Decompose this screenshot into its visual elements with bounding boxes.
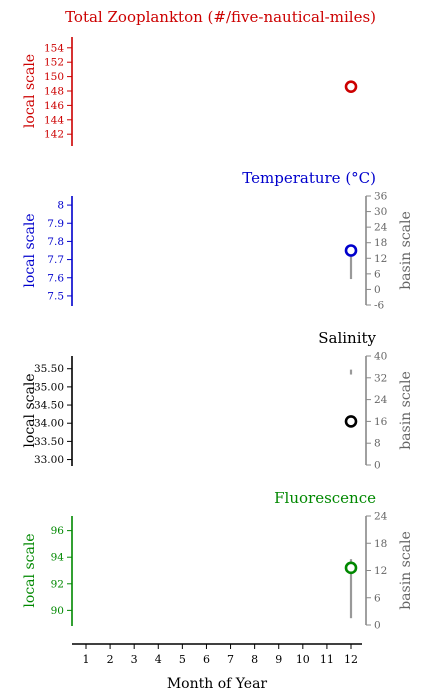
right-tick-label: 40 xyxy=(374,351,387,363)
panel-title: Temperature (°C) xyxy=(242,169,376,187)
right-tick-label: 30 xyxy=(374,206,387,218)
data-point xyxy=(344,244,358,257)
left-tick-label: 92 xyxy=(51,578,64,590)
left-tick-label: 34.50 xyxy=(34,400,64,412)
panel-title: Total Zooplankton (#/five-nautical-miles… xyxy=(65,8,376,26)
left-tick-label: 35.00 xyxy=(34,381,64,393)
right-axis-label: basin scale xyxy=(398,211,414,290)
x-tick-label: 3 xyxy=(131,653,138,666)
x-tick-label: 4 xyxy=(155,653,162,666)
right-tick-label: 6 xyxy=(374,268,381,280)
right-axis-label: basin scale xyxy=(398,531,414,610)
right-tick-label: -6 xyxy=(374,300,385,312)
left-axis-label: local scale xyxy=(22,213,38,287)
left-tick-label: 7.8 xyxy=(47,236,64,248)
right-tick-label: 24 xyxy=(374,394,388,406)
left-axis-label: local scale xyxy=(22,533,38,607)
right-tick-label: 32 xyxy=(374,372,387,384)
left-tick-label: 146 xyxy=(44,100,64,112)
right-axis-label: basin scale xyxy=(398,371,414,450)
left-tick-label: 94 xyxy=(51,552,65,564)
left-axis-label: local scale xyxy=(22,373,38,447)
left-tick-label: 144 xyxy=(44,114,64,126)
x-tick-label: 8 xyxy=(251,653,258,666)
left-tick-label: 33.50 xyxy=(34,436,64,448)
left-tick-label: 33.00 xyxy=(34,454,64,466)
right-tick-label: 18 xyxy=(374,538,387,550)
x-tick-label: 10 xyxy=(296,653,310,666)
x-axis-label: Month of Year xyxy=(167,676,268,692)
left-tick-label: 7.5 xyxy=(47,290,64,302)
left-tick-label: 7.6 xyxy=(47,272,64,284)
x-tick-label: 5 xyxy=(179,653,186,666)
left-tick-label: 34.00 xyxy=(34,418,64,430)
left-tick-label: 150 xyxy=(44,71,64,83)
left-tick-label: 90 xyxy=(51,605,64,617)
right-tick-label: 18 xyxy=(374,237,387,249)
right-tick-label: 24 xyxy=(374,222,388,234)
left-tick-label: 7.9 xyxy=(47,218,64,230)
right-tick-label: 0 xyxy=(374,460,381,472)
x-tick-label: 1 xyxy=(83,653,90,666)
x-tick-label: 6 xyxy=(203,653,210,666)
data-point xyxy=(344,561,358,575)
right-tick-label: 0 xyxy=(374,284,381,296)
x-tick-label: 7 xyxy=(227,653,234,666)
x-tick-label: 11 xyxy=(320,653,334,666)
right-tick-label: 12 xyxy=(374,565,387,577)
left-tick-label: 96 xyxy=(51,525,65,537)
right-tick-label: 8 xyxy=(374,438,381,450)
right-tick-label: 16 xyxy=(374,416,388,428)
left-tick-label: 142 xyxy=(44,129,64,141)
right-tick-label: 12 xyxy=(374,253,387,265)
left-tick-label: 154 xyxy=(44,42,64,54)
right-tick-label: 0 xyxy=(374,620,381,632)
left-tick-label: 148 xyxy=(44,86,64,98)
left-axis-label: local scale xyxy=(22,54,38,128)
left-tick-label: 35.50 xyxy=(34,363,64,375)
right-tick-label: 24 xyxy=(374,511,388,523)
data-point xyxy=(344,80,358,93)
left-tick-label: 152 xyxy=(44,57,64,69)
left-tick-label: 7.7 xyxy=(47,254,64,266)
x-tick-label: 9 xyxy=(275,653,282,666)
x-tick-label: 2 xyxy=(107,653,114,666)
right-tick-label: 36 xyxy=(374,191,388,203)
left-tick-label: 8 xyxy=(57,200,64,212)
x-tick-label: 12 xyxy=(344,653,358,666)
panel-title: Salinity xyxy=(318,329,376,347)
right-tick-label: 6 xyxy=(374,592,381,604)
panel-title: Fluorescence xyxy=(274,489,376,507)
data-point xyxy=(344,415,358,428)
